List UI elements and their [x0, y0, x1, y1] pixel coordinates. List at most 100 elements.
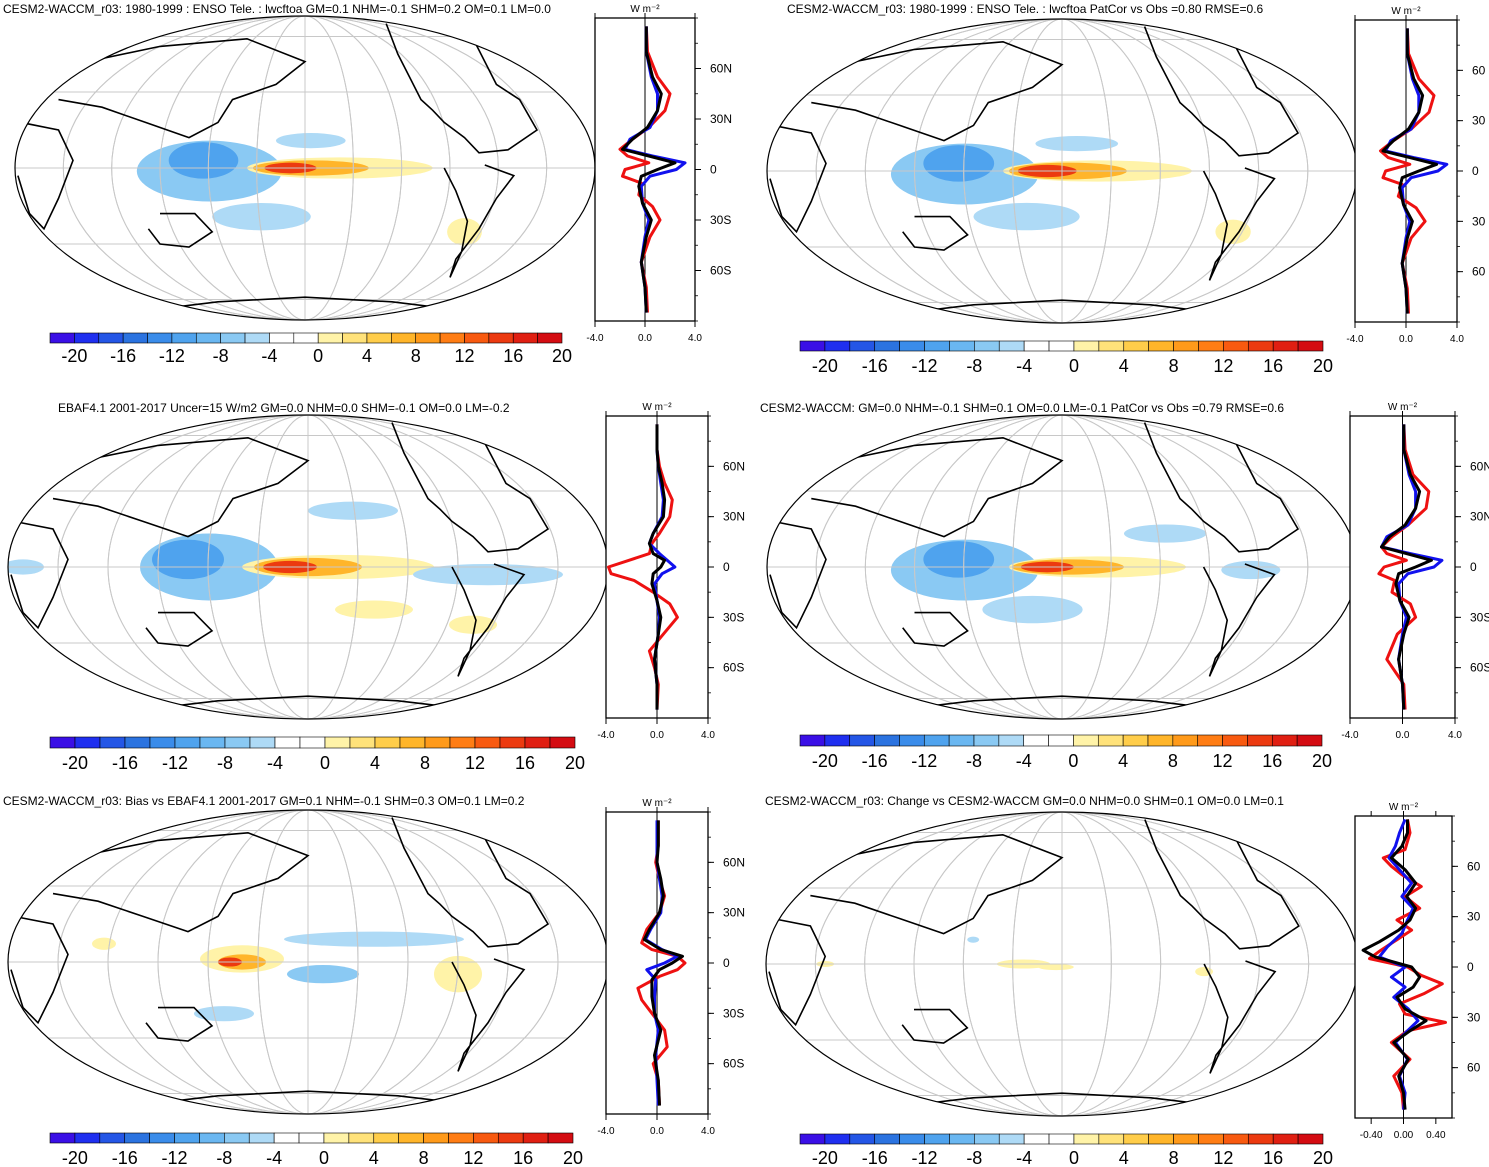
y-tick-label: 0	[723, 956, 730, 970]
colorbar-segment	[1073, 734, 1099, 747]
colorbar-segment	[399, 736, 426, 749]
longitude-line	[914, 415, 1210, 719]
panel-4-title: CESM2-WACCM: GM=0.0 NHM=-0.1 SHM=0.1 OM=…	[760, 401, 1284, 415]
coastline	[769, 520, 827, 630]
anomaly-region	[449, 615, 497, 634]
colorbar-segment	[799, 340, 826, 352]
anomaly-region	[923, 145, 995, 182]
colorbar-label: -12	[912, 1148, 938, 1167]
colorbar-segment	[1247, 734, 1273, 747]
y-tick-label: 30	[1472, 214, 1486, 228]
coastline	[443, 164, 516, 278]
colorbar-label: 16	[1262, 751, 1282, 771]
colorbar-segment	[849, 734, 875, 747]
colorbar-segment	[1073, 1133, 1100, 1145]
y-tick-label: 30N	[710, 112, 732, 126]
colorbar-label: -8	[966, 1148, 982, 1167]
y-tick-label: 30	[1472, 114, 1486, 128]
coastline	[10, 520, 69, 630]
y-tick-label: 30	[1467, 910, 1481, 924]
panel-2-title: CESM2-WACCM_r03: 1980-1999 : ENSO Tele. …	[787, 2, 1264, 16]
x-tick-label: 0.0	[638, 333, 652, 344]
colorbar-label: -16	[862, 356, 888, 376]
colorbar-segment	[1148, 340, 1174, 352]
colorbar-label: -20	[62, 1148, 88, 1167]
profile-series-red	[1377, 424, 1431, 710]
colorbar-segment	[49, 736, 76, 749]
graticule	[15, 16, 595, 320]
longitude-line	[914, 19, 1210, 323]
colorbar-segment	[1173, 340, 1199, 352]
longitude-line	[157, 810, 459, 1114]
coastline	[451, 563, 526, 677]
colorbar-segment	[488, 332, 514, 344]
profile-units-label: W m⁻²	[642, 798, 672, 809]
colorbar-segment	[1198, 340, 1224, 352]
colorbar-label: -20	[812, 751, 838, 771]
colorbar-label: 8	[411, 346, 421, 366]
colorbar-segment	[49, 332, 75, 344]
longitude-line	[159, 16, 451, 320]
colorbar-label: 0	[1069, 356, 1079, 376]
colorbar-segment	[1048, 340, 1075, 352]
colorbar-segment	[249, 736, 276, 749]
profile-units-label: W m⁻²	[1391, 6, 1421, 17]
x-tick-label: 4.0	[688, 333, 702, 344]
map-3	[8, 415, 608, 719]
colorbar-segment	[174, 736, 201, 749]
colorbar-label: -8	[966, 356, 982, 376]
colorbar-label: 8	[420, 753, 430, 773]
colorbar-segment	[1222, 734, 1248, 747]
colorbar-segment	[849, 340, 876, 352]
x-tick-label: 4.0	[1448, 730, 1462, 741]
colorbar-label: 20	[1312, 751, 1332, 771]
anomaly-region	[212, 202, 311, 231]
y-tick-label: 60S	[723, 661, 744, 675]
anomaly-region	[276, 133, 346, 149]
y-tick-label: 30	[1467, 1010, 1481, 1024]
longitude-line	[157, 415, 459, 719]
colorbar-label: 12	[1213, 356, 1233, 376]
colorbar-label: 16	[513, 1148, 533, 1167]
colorbar-label: 12	[463, 1148, 483, 1167]
colorbar-segment	[1122, 734, 1149, 747]
colorbar-segment	[220, 332, 246, 344]
longitude-line	[207, 16, 403, 320]
profile-units-label: W m⁻²	[1389, 802, 1419, 813]
anomaly-region	[1035, 136, 1119, 152]
profile-series-red	[618, 26, 672, 313]
colorbar-segment	[423, 1132, 449, 1144]
colorbar-segment	[424, 736, 451, 749]
map-1	[15, 16, 595, 320]
anomaly-region	[447, 218, 482, 246]
anomaly-region	[194, 1006, 254, 1022]
colorbar-segment	[899, 734, 925, 747]
colorbar-segment	[949, 340, 975, 352]
colorbar-segment	[923, 734, 950, 747]
colorbar-segment	[524, 736, 551, 749]
colorbar-segment	[342, 332, 368, 344]
colorbar-label: 4	[1119, 1148, 1129, 1167]
colorbar-segment	[1297, 340, 1324, 352]
colorbar-5: -20 -16 -12 -8 -4 0 4 8 12 16 20	[49, 1132, 583, 1167]
colorbar-segment	[948, 734, 975, 747]
colorbar-segment	[124, 1132, 150, 1144]
colorbar-segment	[974, 340, 1000, 352]
colorbar-segment	[973, 734, 1000, 747]
anomaly-region	[982, 595, 1083, 624]
colorbar-label: -20	[62, 753, 88, 773]
colorbar-label: 20	[1313, 1148, 1333, 1167]
profile-units-label: W m⁻²	[630, 4, 660, 15]
y-tick-label: 60	[1467, 1061, 1481, 1075]
y-tick-label: 30N	[1470, 510, 1489, 524]
coastline	[22, 831, 310, 933]
colorbar-segment	[349, 736, 376, 749]
longitude-line	[107, 415, 509, 719]
coastline	[451, 958, 526, 1072]
colorbar-segment	[124, 736, 151, 749]
colorbar-segment	[1272, 340, 1299, 352]
y-tick-label: 60S	[723, 1057, 744, 1071]
colorbar-segment	[1223, 340, 1249, 352]
